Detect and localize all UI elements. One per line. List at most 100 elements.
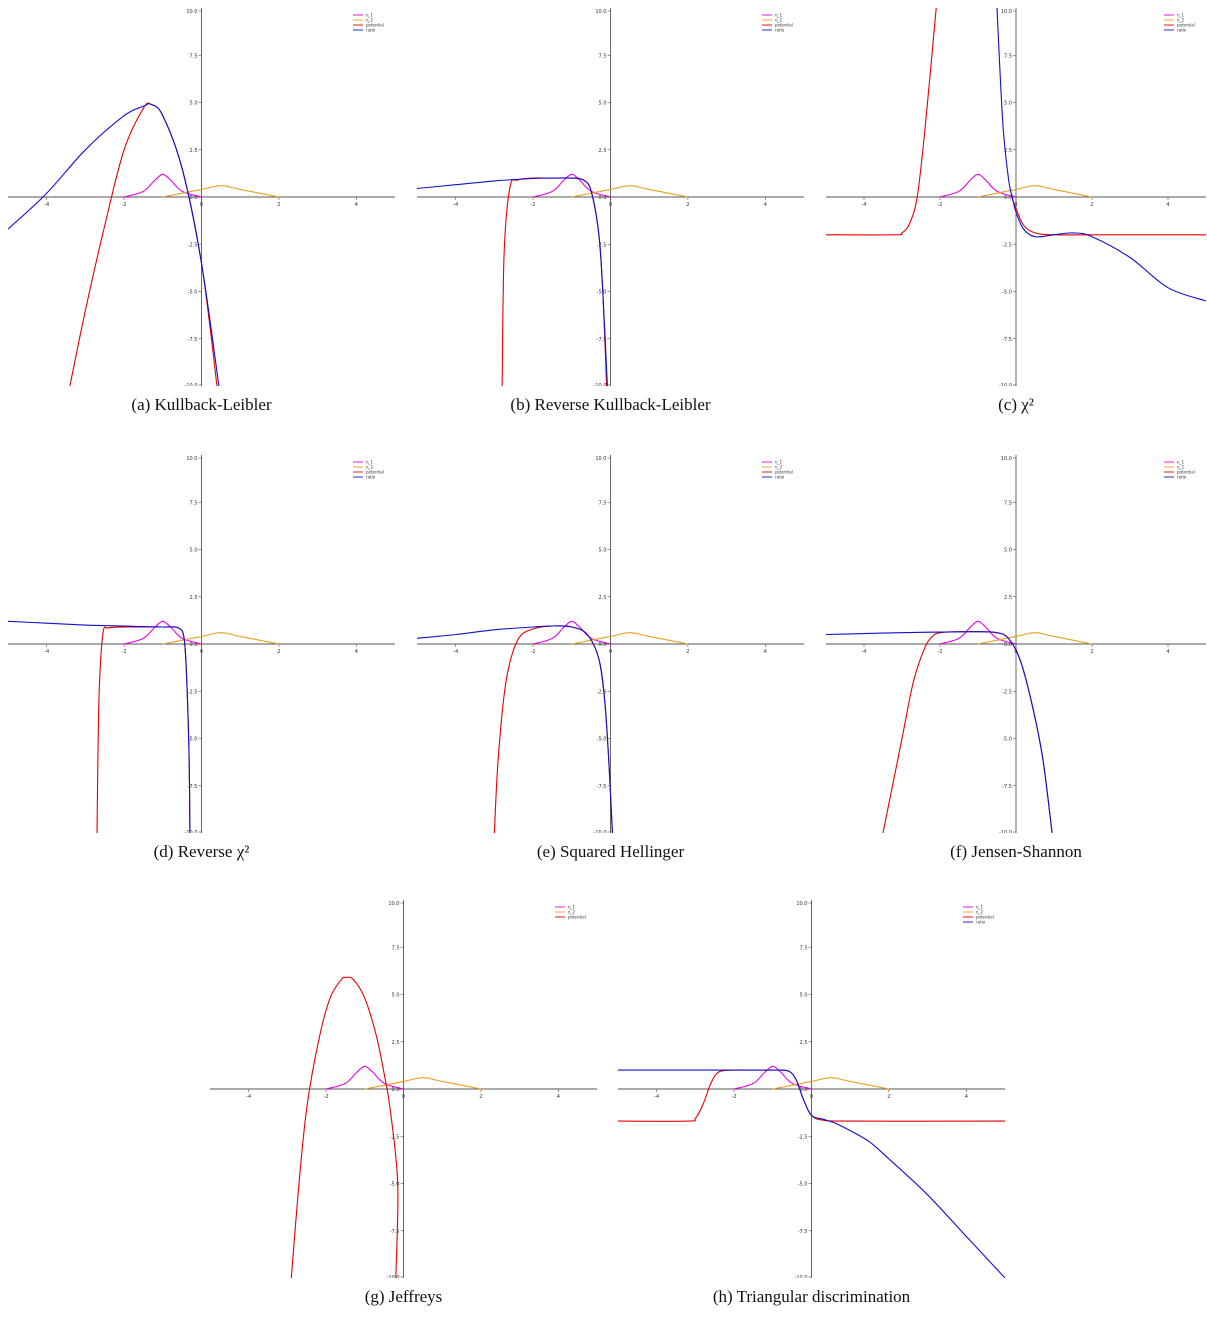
x-tick-label: 4 bbox=[1166, 202, 1169, 208]
y-tick-label: -10.0 bbox=[795, 1275, 808, 1278]
x-tick-label: 4 bbox=[1166, 649, 1169, 655]
y-tick-label: 5.0 bbox=[599, 101, 607, 107]
legend-label: η_2 bbox=[976, 910, 984, 915]
x-tick-label: 4 bbox=[355, 202, 358, 208]
y-tick-label: 0.0 bbox=[599, 642, 607, 648]
y-tick-label: -10.0 bbox=[594, 830, 607, 833]
y-tick-label: -2.5 bbox=[390, 1134, 400, 1140]
y-tick-label: 0.0 bbox=[599, 195, 607, 201]
y-tick-label: 7.5 bbox=[599, 53, 607, 59]
y-tick-label: -10.0 bbox=[185, 830, 198, 833]
y-tick-label: -5.0 bbox=[188, 737, 198, 743]
y-tick-label: 10.0 bbox=[388, 901, 399, 907]
legend-label: η_2 bbox=[1177, 18, 1185, 23]
subplot-panel: -4 -2 0 2 4 10.0 7.5 5.0 2.5 0.0 -2.5 -5.0 -7.5 -10.0… bbox=[826, 8, 1206, 421]
y-tick-label: -5.0 bbox=[188, 290, 198, 296]
x-tick-label: -2 bbox=[938, 202, 943, 208]
legend-label: potential bbox=[976, 915, 994, 920]
subplot-caption: (a) Kullback-Leibler bbox=[131, 395, 272, 414]
x-tick-label: -4 bbox=[44, 202, 49, 208]
x-tick-label: 2 bbox=[686, 649, 689, 655]
y-tick-label: 0.0 bbox=[190, 642, 198, 648]
y-tick-label: 7.5 bbox=[190, 500, 198, 506]
y-tick-label: -2.5 bbox=[188, 242, 198, 248]
series-line bbox=[571, 632, 689, 645]
subplot-caption: (c) χ² bbox=[998, 395, 1034, 414]
y-tick-label: 10.0 bbox=[595, 9, 606, 15]
x-tick-label: 2 bbox=[887, 1094, 890, 1100]
subplot-panel: -4 -2 0 2 4 10.0 7.5 5.0 2.5 0.0 -2.5 -5.0 -7.5 -10.0… bbox=[826, 455, 1206, 868]
legend-label: ratio bbox=[366, 475, 376, 480]
x-tick-label: 2 bbox=[1090, 649, 1093, 655]
x-tick-label: 0 bbox=[200, 649, 203, 655]
series-line bbox=[571, 185, 689, 198]
y-tick-label: -7.5 bbox=[597, 784, 607, 790]
series-line bbox=[826, 8, 937, 236]
y-tick-label: 5.0 bbox=[1004, 101, 1012, 107]
subplot-panel: -4 -2 0 2 4 10.0 7.5 5.0 2.5 0.0 -2.5 -5.0 -7.5 -10.0… bbox=[210, 900, 597, 1313]
series-line bbox=[939, 620, 1017, 645]
y-tick-label: 7.5 bbox=[800, 945, 808, 951]
legend-label: η_1 bbox=[775, 13, 783, 18]
series-line bbox=[364, 1077, 482, 1090]
series-line bbox=[1011, 198, 1206, 236]
x-tick-label: -2 bbox=[531, 649, 536, 655]
x-tick-label: 0 bbox=[402, 1094, 405, 1100]
series-line bbox=[325, 1065, 404, 1090]
y-tick-label: -10.0 bbox=[387, 1275, 400, 1278]
y-tick-label: 2.5 bbox=[190, 595, 198, 601]
x-tick-label: 0 bbox=[1014, 202, 1017, 208]
series-line bbox=[939, 173, 1017, 198]
x-tick-label: 0 bbox=[609, 202, 612, 208]
y-tick-label: -5.0 bbox=[1002, 737, 1012, 743]
y-tick-label: -5.0 bbox=[798, 1182, 808, 1188]
y-tick-label: -5.0 bbox=[390, 1182, 400, 1188]
y-tick-label: 5.0 bbox=[800, 993, 808, 999]
y-tick-label: -5.0 bbox=[597, 737, 607, 743]
legend-label: potential bbox=[1177, 470, 1195, 475]
plot-area: -4 -2 0 2 4 10.0 7.5 5.0 2.5 0.0 -2.5 -5.0 -7.5 -10.0… bbox=[8, 455, 395, 833]
legend-label: η_2 bbox=[366, 465, 374, 470]
y-tick-label: 10.0 bbox=[595, 456, 606, 462]
series-line bbox=[826, 631, 1053, 833]
x-tick-label: 2 bbox=[1090, 202, 1093, 208]
series-line bbox=[977, 185, 1093, 198]
x-tick-label: 0 bbox=[1014, 649, 1017, 655]
plot-area: -4 -2 0 2 4 10.0 7.5 5.0 2.5 0.0 -2.5 -5.0 -7.5 -10.0… bbox=[8, 8, 395, 386]
series-line bbox=[532, 620, 611, 645]
series-line bbox=[417, 177, 608, 386]
x-tick-label: 4 bbox=[764, 202, 767, 208]
series-line bbox=[290, 976, 399, 1278]
legend-label: η_2 bbox=[775, 18, 783, 23]
series-line bbox=[882, 631, 1053, 833]
y-tick-label: 7.5 bbox=[599, 500, 607, 506]
legend-label: η_1 bbox=[976, 905, 984, 910]
subplot-caption: (g) Jeffreys bbox=[364, 1287, 443, 1306]
legend-label: η_2 bbox=[775, 465, 783, 470]
y-tick-label: -7.5 bbox=[188, 784, 198, 790]
x-tick-label: 4 bbox=[764, 649, 767, 655]
subplot-panel: -4 -2 0 2 4 10.0 7.5 5.0 2.5 0.0 -2.5 -5.0 -7.5 -10.0… bbox=[417, 8, 804, 421]
y-tick-label: -7.5 bbox=[390, 1229, 400, 1235]
y-tick-label: -7.5 bbox=[597, 337, 607, 343]
y-tick-label: 0.0 bbox=[1004, 642, 1012, 648]
x-tick-label: -4 bbox=[246, 1094, 251, 1100]
x-tick-label: 2 bbox=[277, 649, 280, 655]
y-tick-label: -10.0 bbox=[999, 383, 1012, 386]
y-tick-label: 5.0 bbox=[599, 548, 607, 554]
legend-label: ratio bbox=[366, 28, 376, 33]
legend-label: η_2 bbox=[366, 18, 374, 23]
x-tick-label: -2 bbox=[122, 649, 127, 655]
x-tick-label: 4 bbox=[355, 649, 358, 655]
series-line bbox=[8, 620, 191, 833]
series-line bbox=[96, 626, 191, 833]
x-tick-label: -2 bbox=[531, 202, 536, 208]
plot-area: -4 -2 0 2 4 10.0 7.5 5.0 2.5 0.0 -2.5 -5.0 -7.5 -10.0… bbox=[826, 8, 1206, 386]
series-line bbox=[123, 620, 202, 645]
y-tick-label: 5.0 bbox=[392, 993, 400, 999]
y-tick-label: -7.5 bbox=[1002, 337, 1012, 343]
series-line bbox=[733, 1065, 812, 1090]
x-tick-label: 4 bbox=[965, 1094, 968, 1100]
series-line bbox=[162, 632, 280, 645]
y-tick-label: -7.5 bbox=[798, 1229, 808, 1235]
